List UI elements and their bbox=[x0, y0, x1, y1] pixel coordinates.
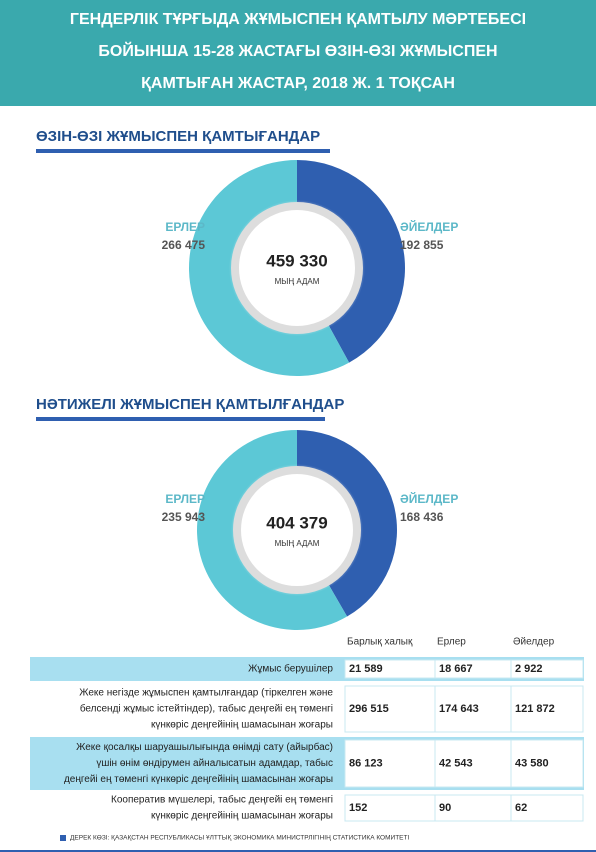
cell-value: 18 667 bbox=[439, 663, 473, 675]
cell-box bbox=[434, 685, 512, 733]
cell-box bbox=[344, 685, 436, 733]
row-label: үшін өнім өндірумен айналысатын адамдар,… bbox=[96, 757, 333, 769]
header-title: БОЙЫНША 15-28 ЖАСТАҒЫ ӨЗІН-ӨЗІ ЖҰМЫСПЕН bbox=[98, 41, 497, 60]
cell-value: 42 543 bbox=[439, 757, 473, 769]
cell-value: 121 872 bbox=[515, 703, 555, 715]
value-label: 192 855 bbox=[400, 238, 444, 252]
cell-value: 296 515 bbox=[349, 703, 389, 715]
section-title: ӨЗІН-ӨЗІ ЖҰМЫСПЕН ҚАМТЫҒАНДАР bbox=[36, 128, 320, 145]
cell-value: 90 bbox=[439, 802, 451, 814]
cell-box bbox=[434, 794, 512, 822]
row-label: күнкөріс деңгейінің шамасынан жоғары bbox=[151, 720, 333, 731]
center-unit: МЫҢ АДАМ bbox=[275, 277, 320, 286]
value-label: 235 943 bbox=[162, 510, 206, 524]
center-ring bbox=[231, 202, 363, 334]
section-title: НӘТИЖЕЛІ ЖҰМЫСПЕН ҚАМТЫЛҒАНДАР bbox=[36, 396, 344, 413]
legend-label: ӘЙЕЛДЕР bbox=[400, 491, 458, 506]
row-label: Жеке қосалқы шаруашылығында өнімді сату … bbox=[76, 741, 333, 753]
column-header: Барлық халық bbox=[347, 637, 413, 648]
cell-box bbox=[510, 659, 584, 679]
center-unit: МЫҢ АДАМ bbox=[275, 539, 320, 548]
cell-value: 174 643 bbox=[439, 703, 479, 715]
row-label: Жұмыс берушілер bbox=[248, 663, 333, 675]
header-title: ҚАМТЫҒАН ЖАСТАР, 2018 Ж. 1 ТОҚСАН bbox=[141, 75, 455, 92]
row-label: Кооператив мүшелері, табыс деңгейі ең тө… bbox=[111, 794, 333, 806]
cell-value: 152 bbox=[349, 802, 367, 814]
row-label: Жеке негізде жұмыспен қамтылғандар (тірк… bbox=[79, 688, 333, 699]
donut-segment bbox=[188, 160, 350, 377]
value-label: 168 436 bbox=[400, 510, 444, 524]
column-header: Әйелдер bbox=[513, 637, 555, 648]
cell-value: 43 580 bbox=[515, 757, 549, 769]
cell-box bbox=[344, 739, 436, 788]
cell-value: 21 589 bbox=[349, 663, 383, 675]
source: ДЕРЕК КӨЗІ: ҚАЗАҚСТАН РЕСПУБЛИКАСЫ ҰЛТТЫ… bbox=[70, 835, 409, 842]
legend-label: ЕРЛЕР bbox=[165, 220, 205, 234]
donut-segment bbox=[197, 430, 348, 630]
cell-box bbox=[344, 794, 436, 822]
donut-segment bbox=[297, 430, 397, 617]
center-total: 459 330 bbox=[266, 251, 327, 270]
source-marker bbox=[60, 835, 66, 841]
cell-value: 86 123 bbox=[349, 757, 383, 769]
cell-box bbox=[510, 685, 584, 733]
row-label: деңгейі ең төменгі күнкөріс деңгейінің ш… bbox=[64, 774, 333, 785]
center-total: 404 379 bbox=[266, 513, 327, 532]
cell-value: 62 bbox=[515, 802, 527, 814]
cell-value: 2 922 bbox=[515, 663, 543, 675]
cell-box bbox=[510, 739, 584, 788]
column-header: Ерлер bbox=[437, 637, 466, 648]
cell-box bbox=[510, 794, 584, 822]
value-label: 266 475 bbox=[162, 238, 206, 252]
legend-label: ЕРЛЕР bbox=[165, 492, 205, 506]
row-label: белсенді жұмыс істейтіндер), табыс деңге… bbox=[80, 703, 333, 715]
center-ring bbox=[233, 466, 361, 594]
header-band bbox=[0, 0, 596, 106]
row-label: күнкөріс деңгейінің шамасынан жоғары bbox=[151, 811, 333, 822]
legend-label: ӘЙЕЛДЕР bbox=[400, 219, 458, 234]
header-title: ГЕНДЕРЛІК ТҰРҒЫДА ЖҰМЫСПЕН ҚАМТЫЛУ МӘРТЕ… bbox=[70, 11, 526, 28]
